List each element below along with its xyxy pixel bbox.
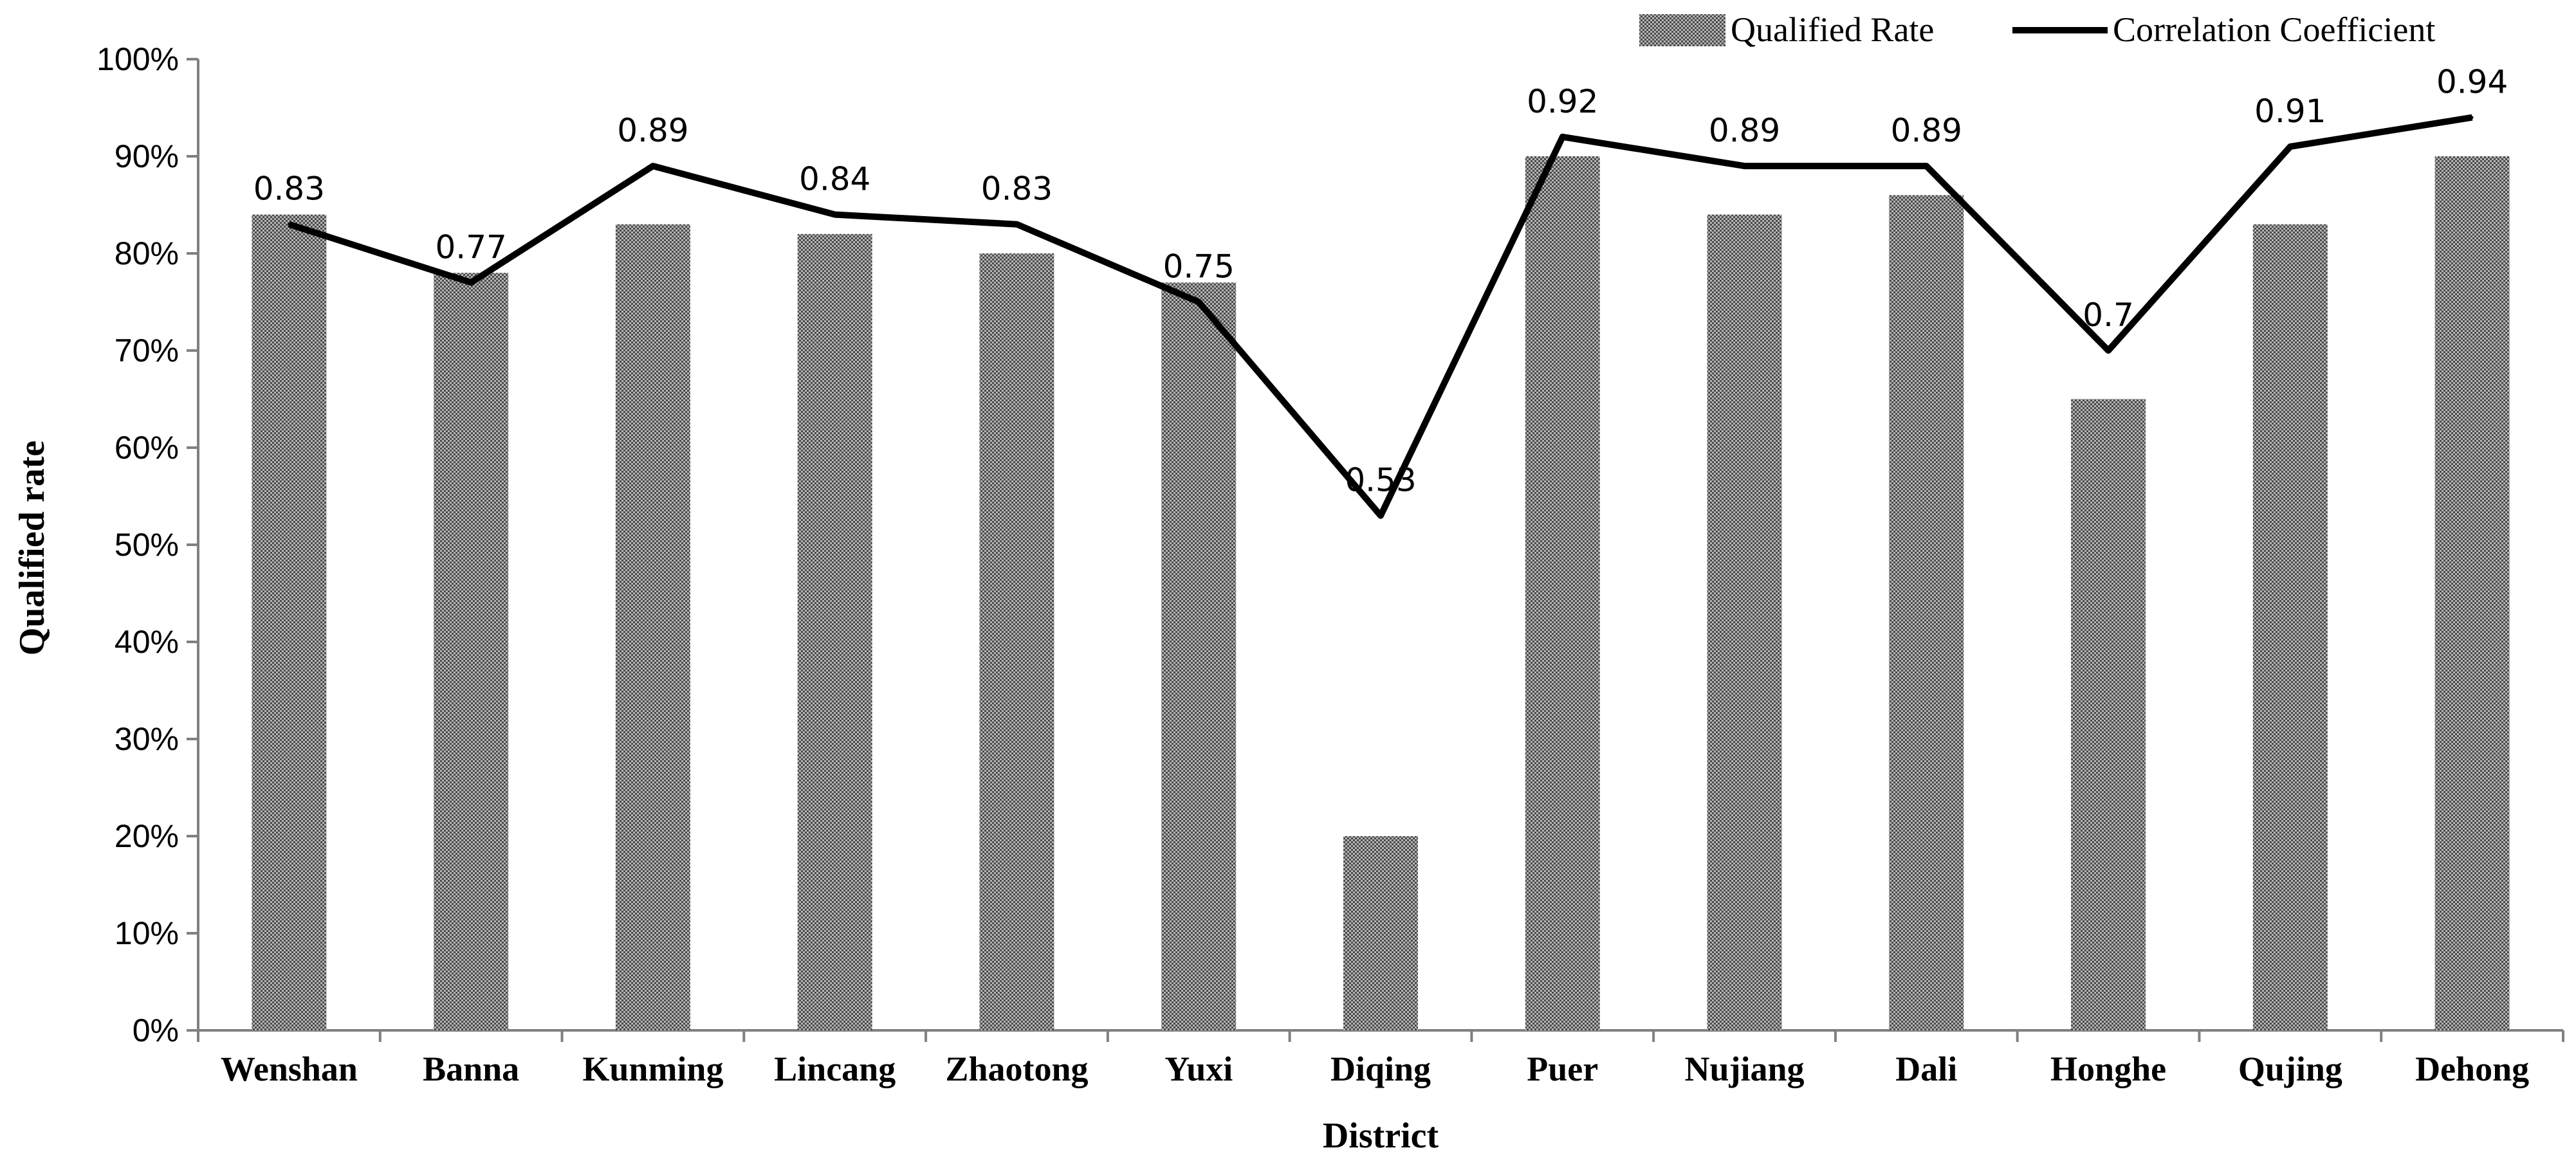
data-labels: 0.83 0.77 0.89 0.84 0.83 0.75 0.53 0.92 0.89 0.89… [253, 64, 2508, 499]
x-tick-label: Wenshan [221, 1050, 358, 1088]
line-point [833, 213, 836, 216]
x-tick-label: Yuxi [1164, 1050, 1233, 1088]
data-label: 0.91 [2254, 93, 2326, 130]
line-point [1197, 300, 1201, 304]
y-tick-label: 60% [115, 430, 179, 466]
bar [2071, 399, 2146, 1030]
bar [1525, 156, 1600, 1030]
legend-bar-label: Qualified Rate [1731, 10, 1934, 49]
y-tick-label: 20% [115, 818, 179, 854]
y-tick-label: 80% [115, 235, 179, 271]
line-point [470, 281, 473, 284]
y-tick-label: 100% [97, 41, 179, 77]
legend-line-label: Correlation Coefficient [2113, 10, 2435, 49]
bar [252, 214, 327, 1031]
y-tick-label: 90% [115, 138, 179, 174]
line-point [2470, 116, 2474, 119]
bar [2434, 156, 2510, 1030]
line-point [1743, 165, 1746, 168]
bar [1343, 836, 1418, 1030]
x-tick-label: Puer [1527, 1050, 1598, 1088]
x-tick-label: Zhaotong [945, 1050, 1088, 1088]
data-label: 0.94 [2436, 64, 2508, 101]
data-label: 0.84 [799, 161, 870, 198]
line-point [1925, 165, 1928, 168]
x-tick-label: Nujiang [1685, 1050, 1805, 1088]
x-tick-label: Dehong [2415, 1050, 2529, 1088]
line-point [1561, 135, 1564, 138]
x-tick-label: Qujing [2238, 1050, 2342, 1088]
y-tick-label: 0% [133, 1012, 179, 1048]
data-label: 0.53 [1345, 462, 1416, 499]
bar [2252, 224, 2328, 1031]
x-ticks: Wenshan Banna Kunming Lincang Zhaotong Yuxi Di… [197, 1030, 2564, 1088]
data-label: 0.75 [1163, 248, 1235, 286]
line-point [651, 165, 654, 168]
y-tick-label: 50% [115, 527, 179, 563]
bar [979, 253, 1054, 1030]
data-label: 0.77 [435, 228, 506, 266]
data-label: 0.89 [1891, 112, 1962, 149]
line-series [288, 114, 2474, 519]
y-tick-label: 40% [115, 624, 179, 660]
data-label: 0.7 [2083, 297, 2134, 334]
line-point [2288, 145, 2292, 148]
x-tick-label: Dali [1895, 1050, 1957, 1088]
x-tick-label: Kunming [582, 1050, 723, 1088]
data-label: 0.89 [617, 112, 688, 149]
y-axis-title: Qualified rate [12, 441, 52, 655]
bars [252, 156, 2510, 1031]
y-ticks: 0% 10% 20% 30% 40% 50% 60% 70% 80% 90% 100% [97, 41, 198, 1048]
y-tick-label: 10% [115, 915, 179, 951]
y-tick-label: 30% [115, 721, 179, 757]
x-tick-label: Diqing [1330, 1050, 1431, 1088]
bar [1889, 195, 1964, 1030]
line-point [1015, 223, 1018, 226]
legend: Qualified Rate Correlation Coefficient [1639, 10, 2435, 49]
data-label: 0.89 [1709, 112, 1780, 149]
bar [1707, 214, 1782, 1031]
x-tick-label: Banna [423, 1050, 519, 1088]
data-label: 0.92 [1527, 83, 1598, 120]
bar [434, 273, 509, 1031]
bar [1161, 282, 1237, 1030]
x-tick-label: Lincang [774, 1050, 896, 1088]
y-tick-label: 70% [115, 333, 179, 369]
data-label: 0.83 [253, 170, 325, 208]
line-point [2107, 349, 2110, 352]
x-tick-label: Honghe [2050, 1050, 2166, 1088]
bar [797, 233, 872, 1030]
data-label: 0.83 [981, 170, 1053, 208]
bar [615, 224, 690, 1031]
x-axis-title: District [1323, 1116, 1439, 1156]
line-point [1379, 514, 1382, 517]
line-point [288, 223, 291, 226]
legend-bar-swatch [1639, 14, 1725, 46]
